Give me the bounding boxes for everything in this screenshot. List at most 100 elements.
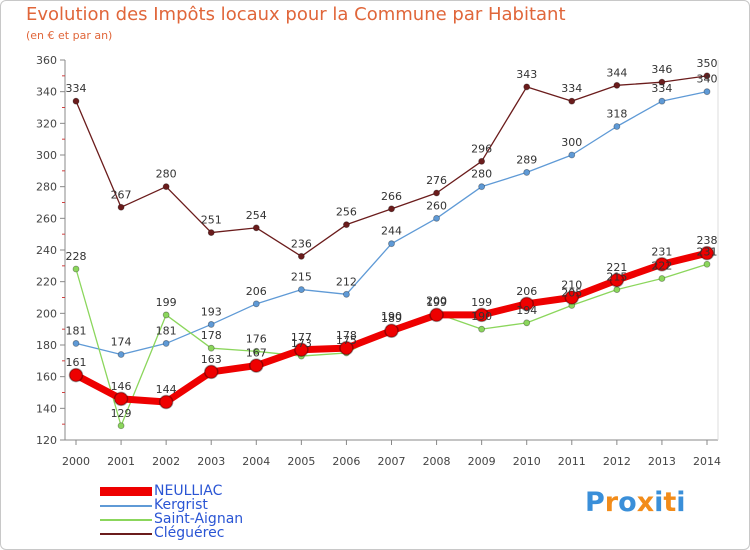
data-label-neulliac: 144 (156, 383, 177, 396)
y-tick-label: 280 (36, 181, 57, 194)
data-label-cleguerec: 236 (291, 237, 312, 250)
data-point-kergrist (613, 123, 621, 130)
data-point-cleguerec (523, 83, 531, 91)
data-point-cleguerec (478, 157, 486, 165)
data-label-neulliac: 178 (336, 329, 357, 342)
legend-label-kergrist: Kergrist (154, 497, 208, 513)
legend-item-neulliac: NEULLIAC (100, 483, 360, 499)
data-point-cleguerec (343, 221, 350, 229)
x-tick-label: 2003 (197, 455, 225, 468)
data-labels: 334 267 280 251 254 236 256 266 276 296 343 334 344 3… (66, 57, 718, 420)
data-label-neulliac: 206 (516, 285, 537, 298)
data-point-saint-aignan (117, 422, 125, 430)
y-tick-label: 140 (36, 402, 57, 415)
data-point-kergrist (433, 214, 440, 222)
data-point-neulliac (68, 367, 84, 383)
data-label-kergrist: 260 (426, 199, 447, 212)
data-label-cleguerec: 280 (156, 168, 177, 181)
data-point-saint-aignan (703, 260, 711, 268)
y-tick-label: 220 (36, 276, 57, 289)
data-point-neulliac (113, 391, 129, 407)
data-label-cleguerec: 251 (201, 214, 222, 227)
data-label-saint-aignan: 190 (381, 310, 402, 323)
y-tick-label: 260 (36, 212, 57, 225)
data-label-neulliac: 163 (201, 353, 222, 366)
data-label-saint-aignan: 129 (111, 407, 132, 420)
data-point-cleguerec (613, 81, 621, 89)
data-label-kergrist: 300 (561, 136, 582, 149)
data-label-kergrist: 334 (651, 82, 672, 95)
data-label-saint-aignan: 215 (606, 271, 627, 284)
y-tick-label: 200 (36, 307, 57, 320)
y-tick-label: 120 (36, 434, 57, 447)
legend: NEULLIAC Kergrist Saint-Aignan Cléguérec (100, 483, 360, 541)
data-point-kergrist (343, 290, 350, 298)
data-point-cleguerec (388, 205, 395, 213)
data-point-neulliac (609, 272, 625, 288)
data-label-cleguerec: 334 (66, 82, 87, 95)
x-tick-label: 2005 (287, 455, 315, 468)
data-point-kergrist (297, 286, 305, 293)
data-label-neulliac: 231 (651, 245, 672, 258)
data-label-saint-aignan: 173 (291, 337, 312, 350)
legend-swatch-cleguerec (100, 533, 152, 535)
legend-label-cleguerec: Cléguérec (154, 525, 225, 541)
data-point-cleguerec (252, 224, 260, 232)
data-label-saint-aignan: 199 (156, 296, 177, 309)
data-label-neulliac: 199 (426, 296, 447, 309)
data-label-cleguerec: 350 (697, 57, 718, 70)
data-label-kergrist: 340 (697, 73, 718, 86)
data-point-cleguerec (568, 97, 576, 105)
x-tick-label: 2013 (648, 455, 676, 468)
data-point-neulliac (519, 296, 534, 312)
data-point-neulliac (564, 290, 580, 305)
data-point-neulliac (339, 340, 354, 356)
data-label-kergrist: 212 (336, 275, 357, 288)
x-tick-label: 2010 (513, 455, 541, 468)
data-point-kergrist (388, 240, 395, 248)
y-tick-label: 160 (36, 371, 57, 384)
data-label-cleguerec: 344 (606, 66, 627, 79)
x-tick-label: 2009 (468, 455, 496, 468)
chart-title: Evolution des Impôts locaux pour la Comm… (26, 4, 566, 25)
data-label-neulliac: 199 (471, 296, 492, 309)
data-point-cleguerec (297, 252, 305, 260)
data-point-neulliac (474, 307, 489, 323)
data-label-saint-aignan: 176 (246, 332, 267, 345)
data-point-neulliac (384, 323, 399, 338)
data-point-cleguerec (658, 78, 666, 86)
data-label-neulliac: 210 (561, 279, 582, 292)
data-label-cleguerec: 256 (336, 206, 357, 219)
data-point-saint-aignan (478, 325, 486, 333)
data-label-neulliac: 177 (291, 331, 312, 344)
data-label-neulliac: 189 (381, 312, 402, 325)
data-point-saint-aignan (523, 319, 531, 327)
x-tick-label: 2006 (332, 455, 360, 468)
legend-label-neulliac: NEULLIAC (154, 483, 223, 499)
data-point-neulliac (249, 358, 264, 373)
y-tick-label: 240 (36, 244, 57, 257)
data-label-saint-aignan: 178 (201, 329, 222, 342)
x-tick-label: 2012 (603, 455, 631, 468)
y-tick-label: 300 (36, 149, 57, 162)
data-label-kergrist: 244 (381, 225, 402, 238)
data-label-saint-aignan: 228 (66, 250, 87, 263)
data-point-neulliac (699, 245, 715, 261)
proxiti-logo: Proxiti (585, 487, 686, 518)
data-label-cleguerec: 266 (381, 190, 402, 203)
data-point-cleguerec (703, 72, 711, 80)
data-label-saint-aignan: 194 (516, 304, 537, 317)
data-label-neulliac: 146 (111, 380, 132, 393)
y-tick-label: 360 (36, 54, 57, 67)
chart-subtitle: (en € et par an) (26, 29, 113, 42)
data-point-kergrist (658, 97, 666, 105)
data-label-kergrist: 181 (66, 324, 87, 337)
data-label-neulliac: 238 (697, 234, 718, 247)
data-point-cleguerec (72, 97, 80, 105)
legend-swatch-neulliac (100, 487, 152, 496)
data-label-neulliac: 161 (66, 356, 87, 369)
x-tick-label: 2004 (242, 455, 270, 468)
data-point-kergrist (117, 351, 125, 358)
data-label-saint-aignan: 231 (697, 245, 718, 258)
